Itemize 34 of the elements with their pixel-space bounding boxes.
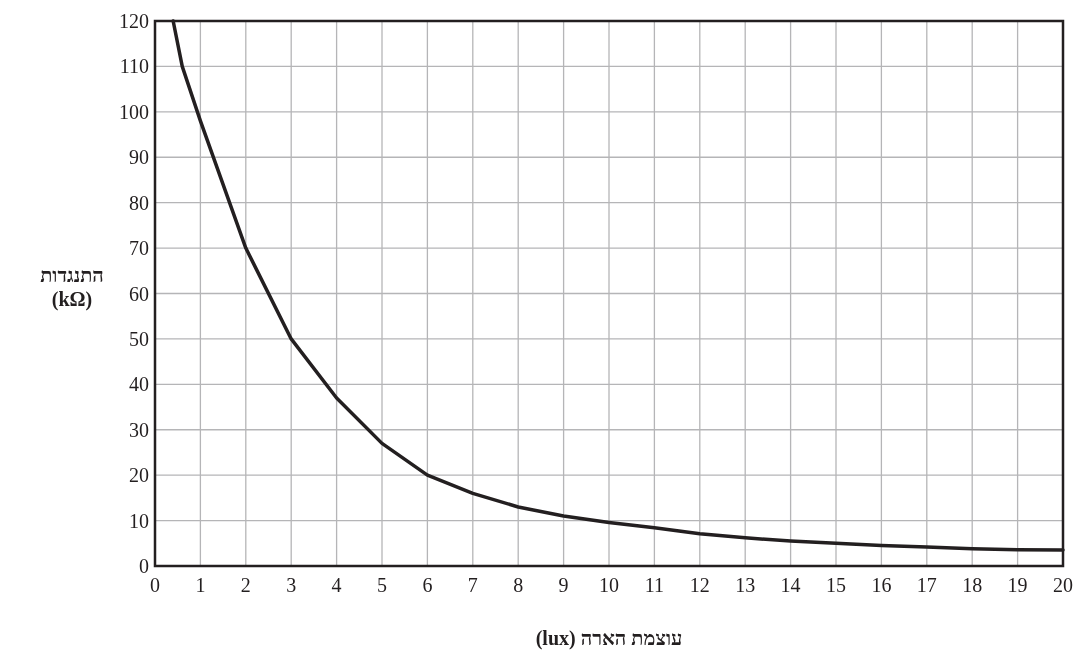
x-tick-label: 5 — [377, 574, 387, 596]
y-tick-label: 100 — [119, 100, 149, 123]
x-tick-label: 14 — [780, 574, 801, 596]
x-tick-label: 13 — [735, 574, 756, 596]
x-tick-label: 10 — [599, 574, 619, 596]
x-tick-label: 2 — [240, 574, 251, 596]
x-tick-label: 18 — [962, 574, 983, 596]
y-tick-label: 50 — [129, 327, 149, 350]
y-tick-label: 10 — [129, 509, 149, 532]
x-tick-label: 1 — [195, 574, 206, 596]
x-tick-label: 11 — [644, 574, 665, 596]
x-tick-label: 15 — [826, 574, 846, 596]
y-tick-label: 80 — [129, 191, 149, 214]
y-tick-label: 120 — [119, 10, 149, 32]
x-tick-label: 7 — [467, 574, 478, 596]
y-tick-label: 30 — [129, 418, 149, 441]
x-tick-label: 19 — [1007, 574, 1028, 596]
x-tick-label: 17 — [916, 574, 937, 596]
y-tick-label: 0 — [139, 555, 149, 577]
y-tick-label: 110 — [119, 55, 149, 78]
x-tick-label: 3 — [286, 574, 297, 596]
x-tick-label: 20 — [1053, 574, 1073, 596]
x-tick-label: 6 — [422, 574, 433, 596]
x-axis-title: עוצמת הארה (lux) — [535, 627, 683, 650]
y-tick-label: 70 — [129, 237, 149, 260]
y-tick-label: 40 — [129, 373, 149, 396]
x-tick-label: 8 — [513, 574, 524, 596]
x-tick-label: 9 — [558, 574, 569, 596]
y-tick-label: 20 — [129, 464, 149, 487]
x-tick-label: 4 — [331, 574, 342, 596]
x-tick-label: 16 — [871, 574, 892, 596]
y-tick-label: 90 — [129, 146, 149, 169]
y-tick-label: 60 — [129, 282, 149, 305]
x-tick-label: 12 — [689, 574, 710, 596]
